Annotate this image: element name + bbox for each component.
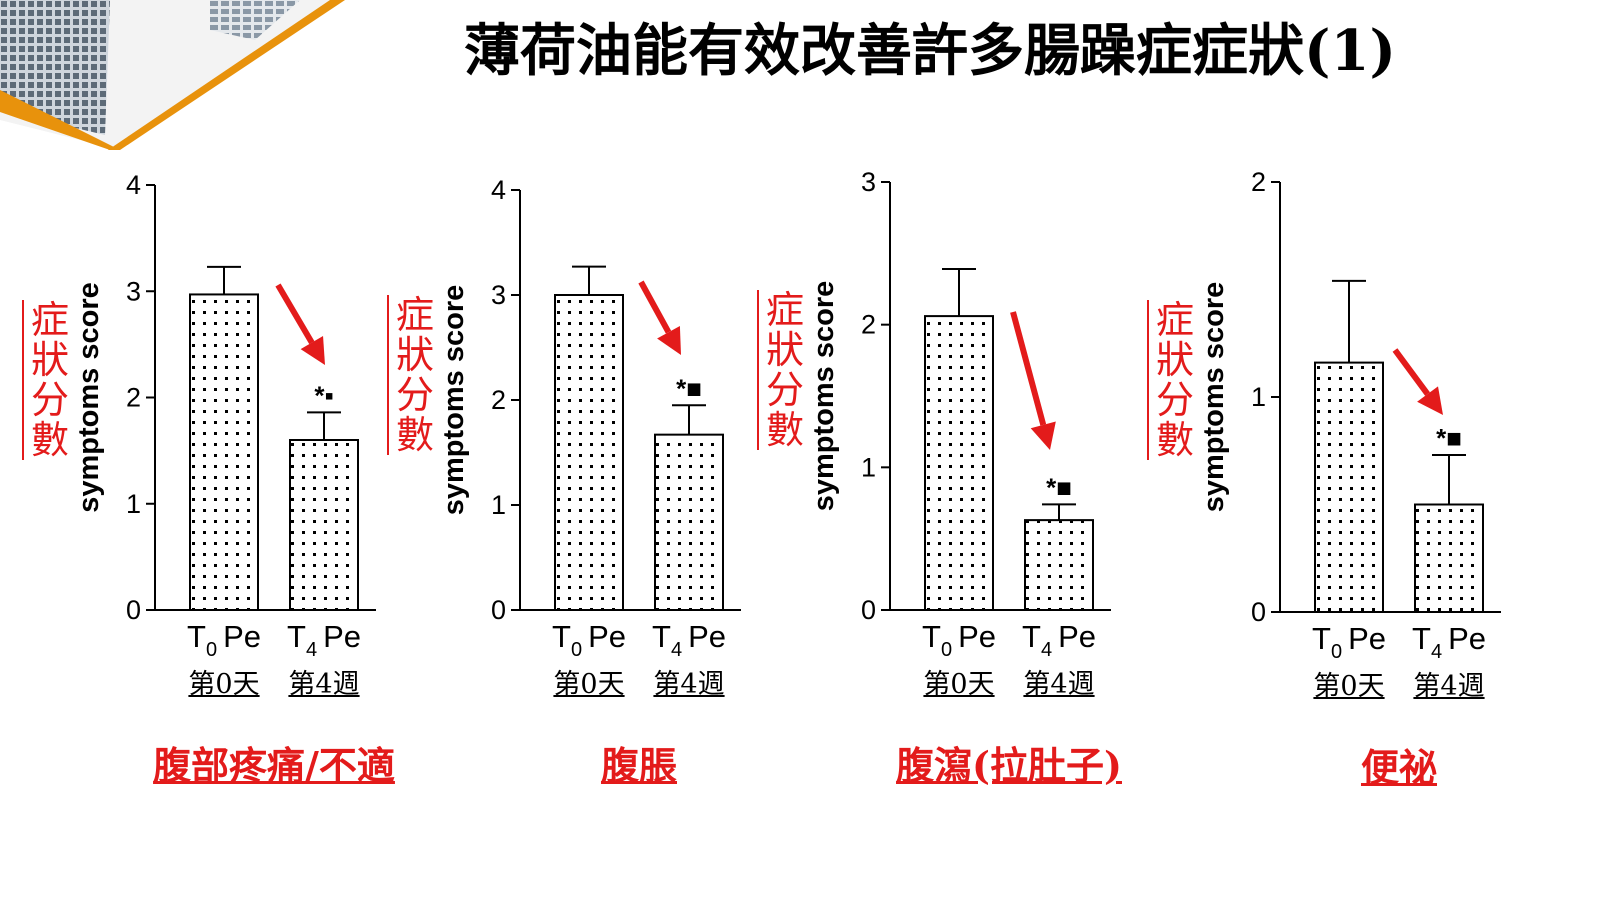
significance-marker: *■ [676,373,702,403]
y-axis-label: symptoms score [438,285,470,516]
bar [924,315,994,612]
y-tick-label: 0 [126,595,141,625]
red-arrow-head [300,335,325,365]
bar [554,294,624,611]
bar [1024,519,1094,611]
bar-chart: 0 1 2 3 4 symptoms score T0 Pe *■ T4 Pe [438,175,741,661]
symptom-label: 腹部疼痛/不適 [153,743,395,788]
y-axis-label-chinese: 症狀分數 [757,290,807,450]
y-tick-label: 0 [1251,597,1266,627]
y-tick-label: 2 [1251,167,1266,197]
bar [654,433,724,611]
significance-marker: *■ [1046,472,1072,502]
x-category-label: T0 Pe [922,619,996,661]
y-tick-label: 1 [1251,382,1266,412]
significance-marker: *▪ [314,380,333,410]
bar [1414,503,1484,613]
y-tick-label: 0 [861,595,876,625]
x-category-label: T4 Pe [1022,619,1096,661]
bar-chart: 0 1 2 3 symptoms score T0 Pe *■ T4 Pe [808,167,1111,661]
x-category-label: T4 Pe [652,619,726,661]
y-axis-label: symptoms score [808,281,840,512]
symptom-label: 腹瀉(拉肚子) [896,743,1122,788]
day-label: 第4週 [1023,669,1095,700]
chart-panel-abdominal-pain: 0 1 2 3 4 symptoms score T0 Pe *▪ T4 Pe 第0天 第4週 症狀分數腹… [20,150,400,890]
day-label: 第4週 [1413,671,1485,702]
y-tick-label: 1 [126,489,141,519]
day-label: 第0天 [1313,671,1385,702]
x-category-label: T0 Pe [187,619,261,661]
day-label: 第0天 [923,669,995,700]
corner-building-decoration [0,0,345,150]
day-label: 第0天 [188,669,260,700]
chart-panel-bloating: 0 1 2 3 4 symptoms score T0 Pe *■ T4 Pe 第0天 第4週 症狀分數腹… [385,150,765,890]
y-tick-label: 2 [861,310,876,340]
bar [289,439,359,611]
bar-chart: 0 1 2 3 4 symptoms score T0 Pe *▪ T4 Pe [73,170,376,661]
red-arrow [638,280,672,334]
bar-chart: 0 1 2 symptoms score T0 Pe *■ T4 Pe [1198,167,1501,663]
y-axis-label-chinese: 症狀分數 [22,300,72,460]
red-arrow-head [1030,421,1056,450]
significance-marker: *■ [1436,423,1462,453]
symptom-label: 便祕 [1360,745,1438,790]
y-tick-label: 4 [491,175,506,205]
chart-panel-diarrhea: 0 1 2 3 symptoms score T0 Pe *■ T4 Pe 第0天 第4週 症狀分數腹瀉… [755,150,1135,890]
y-tick-label: 0 [491,595,506,625]
y-tick-label: 3 [491,280,506,310]
y-tick-label: 3 [126,276,141,306]
y-axis-label-chinese: 症狀分數 [1147,300,1197,460]
y-tick-label: 2 [126,383,141,413]
y-tick-label: 1 [491,490,506,520]
red-arrow [1392,348,1430,396]
bar [189,293,259,611]
day-label: 第0天 [553,669,625,700]
x-category-label: T4 Pe [287,619,361,661]
y-tick-label: 2 [491,385,506,415]
symptom-label: 腹脹 [600,743,678,788]
x-category-label: T0 Pe [1312,621,1386,663]
red-arrow [1010,311,1047,426]
x-category-label: T0 Pe [552,619,626,661]
day-label: 第4週 [653,669,725,700]
y-axis-label: symptoms score [73,282,105,513]
red-arrow-head [1417,386,1443,415]
day-label: 第4週 [288,669,360,700]
bar [1314,361,1384,613]
y-tick-label: 1 [861,452,876,482]
y-axis-label-chinese: 症狀分數 [387,295,437,455]
slide-title: 薄荷油能有效改善許多腸躁症症狀(1) [464,18,1396,84]
y-tick-label: 3 [861,167,876,197]
red-arrow-head [657,325,681,355]
y-axis-label: symptoms score [1198,282,1230,513]
red-arrow [275,283,315,345]
y-tick-label: 4 [126,170,141,200]
chart-panel-constipation: 0 1 2 symptoms score T0 Pe *■ T4 Pe 第0天 第4週 症狀分數便祕 [1145,150,1525,890]
x-category-label: T4 Pe [1412,621,1486,663]
